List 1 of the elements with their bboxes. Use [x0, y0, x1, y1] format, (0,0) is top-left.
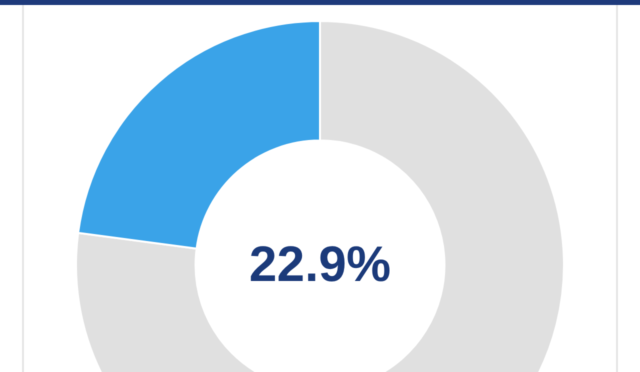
data-label: 22.9%: [249, 236, 391, 292]
